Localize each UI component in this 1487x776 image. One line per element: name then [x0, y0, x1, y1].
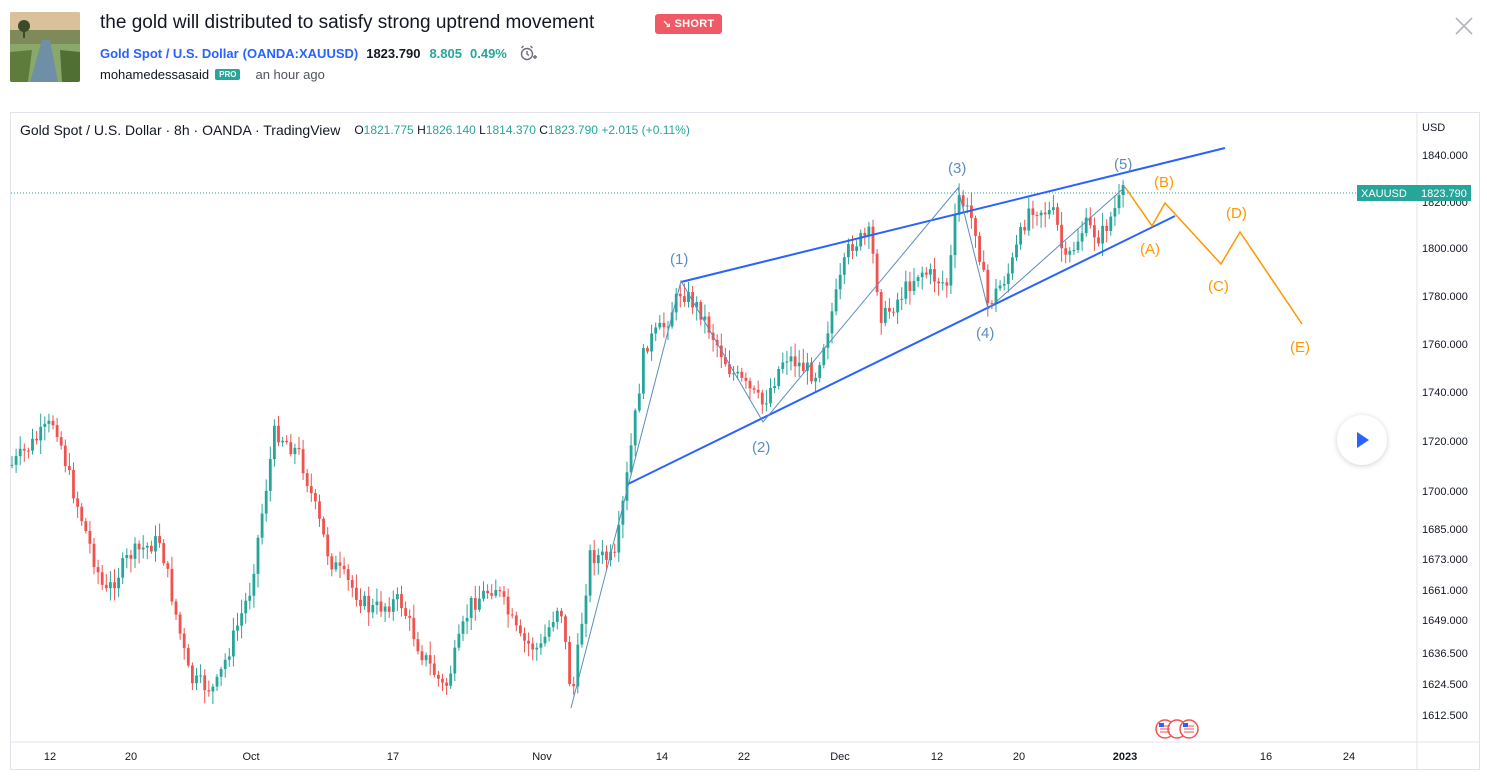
- legend-low: 1814.370: [485, 123, 536, 137]
- legend-high: 1826.140: [425, 123, 476, 137]
- legend-title[interactable]: Gold Spot / U.S. Dollar · 8h · OANDA · T…: [20, 122, 341, 138]
- publish-time: an hour ago: [255, 67, 325, 82]
- chart-panel[interactable]: [10, 112, 1480, 770]
- author-row: mohamedessasaid PRO an hour ago: [100, 67, 325, 82]
- alarm-clock-icon[interactable]: [519, 44, 537, 62]
- play-replay-button[interactable]: [1337, 415, 1387, 465]
- symbol-change: 8.805: [429, 45, 462, 61]
- symbol-name-link[interactable]: Gold Spot / U.S. Dollar: [100, 45, 239, 61]
- idea-header: the gold will distributed to satisfy str…: [0, 0, 1487, 100]
- legend-ohlc: O1821.775 H1826.140 L1814.370 C1823.790 …: [354, 123, 690, 137]
- play-icon: [1357, 432, 1369, 448]
- symbol-change-pct: 0.49%: [470, 45, 507, 61]
- author-name[interactable]: mohamedessasaid: [100, 67, 210, 82]
- legend-change: +2.015 (+0.11%): [601, 123, 690, 137]
- chart-legend: Gold Spot / U.S. Dollar · 8h · OANDA · T…: [20, 122, 690, 138]
- pro-badge: PRO: [215, 69, 241, 80]
- symbol-price: 1823.790: [366, 45, 421, 61]
- short-label: SHORT: [674, 18, 715, 30]
- symbol-row: Gold Spot / U.S. Dollar (OANDA:XAUUSD) 1…: [100, 44, 537, 62]
- symbol-code-link[interactable]: (OANDA:XAUUSD): [242, 45, 359, 61]
- legend-open: 1821.775: [363, 123, 414, 137]
- arrow-down-right-icon: ↘: [662, 18, 672, 31]
- short-badge: ↘ SHORT: [655, 14, 722, 34]
- legend-close: 1823.790: [547, 123, 598, 137]
- author-avatar[interactable]: [10, 12, 80, 82]
- idea-title: the gold will distributed to satisfy str…: [100, 12, 595, 33]
- close-icon[interactable]: [1452, 14, 1476, 38]
